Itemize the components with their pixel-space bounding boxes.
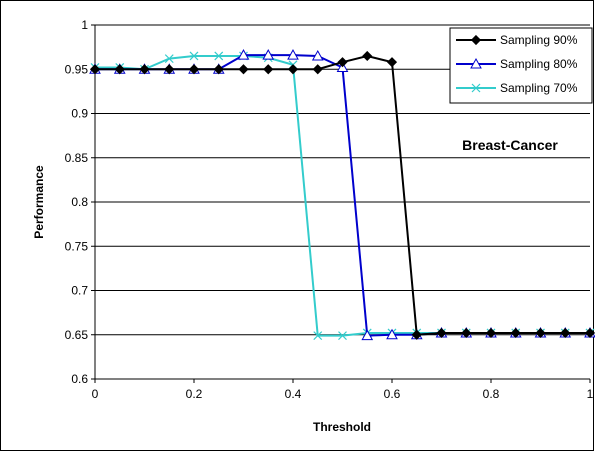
data-point [361, 329, 374, 341]
data-point [386, 328, 398, 340]
data-point [287, 64, 299, 75]
y-tick-label: 0.95 [65, 62, 89, 76]
x-tick-label: 0.6 [384, 387, 401, 401]
data-point [287, 49, 299, 60]
x-axis-title: Threshold [313, 420, 371, 434]
data-point [461, 327, 472, 339]
y-tick-label: 0.75 [65, 239, 89, 253]
data-point [470, 57, 482, 69]
data-point [485, 327, 497, 339]
data-point [362, 50, 373, 62]
x-tick-label: 0 [92, 387, 99, 401]
series-layer [89, 49, 595, 341]
y-tick-label: 1 [81, 18, 88, 32]
data-point [470, 34, 482, 46]
y-tick-label: 0.65 [65, 328, 89, 342]
tick-labels: 0.6 0.65 0.7 0.75 0.8 0.85 0.9 0.95 1 0 0.2 0.4 0.6 0… [65, 18, 594, 401]
legend-items: Sampling 90% Sampling 80% Sampling 70% [456, 33, 578, 95]
data-point [188, 64, 200, 75]
data-point [189, 51, 199, 61]
x-tick-label: 1 [587, 387, 594, 401]
data-point [411, 329, 422, 340]
x-tick-label: 0.2 [186, 387, 203, 401]
data-point [213, 64, 224, 75]
data-point [238, 64, 249, 75]
legend-label: Sampling 70% [500, 81, 578, 95]
data-point [214, 51, 224, 61]
x-tick-label: 0.8 [483, 387, 500, 401]
data-point [584, 327, 595, 339]
y-axis-title: Performance [32, 165, 46, 239]
data-point [89, 64, 101, 75]
data-point [164, 64, 175, 75]
data-point [237, 49, 250, 60]
series-1 [89, 50, 595, 340]
data-point [471, 83, 481, 93]
data-point [337, 57, 348, 68]
data-point [139, 64, 150, 75]
x-tick-label: 0.4 [285, 387, 302, 401]
axes [91, 24, 591, 383]
legend: Sampling 90% Sampling 80% Sampling 70% [449, 27, 593, 104]
data-point [263, 64, 274, 75]
data-point [114, 64, 125, 75]
legend-label: Sampling 80% [500, 57, 578, 71]
data-point [311, 49, 324, 61]
legend-item: Sampling 90% [456, 33, 578, 47]
y-tick-label: 0.8 [71, 195, 88, 209]
data-point [535, 327, 546, 339]
data-point [338, 331, 347, 341]
data-point [510, 327, 521, 339]
y-tick-label: 0.85 [65, 151, 89, 165]
legend-item: Sampling 70% [456, 81, 578, 95]
y-tick-label: 0.9 [71, 107, 88, 121]
data-point [313, 331, 323, 341]
chart-annotation: Breast-Cancer [462, 137, 558, 153]
legend-item: Sampling 80% [456, 57, 578, 71]
data-point [262, 49, 275, 60]
data-point [560, 327, 571, 339]
data-point [312, 64, 323, 75]
data-point [164, 54, 174, 64]
y-tick-label: 0.6 [71, 372, 88, 386]
data-point [436, 327, 447, 339]
legend-label: Sampling 90% [500, 33, 578, 47]
y-tick-label: 0.7 [71, 284, 88, 298]
data-point [386, 57, 398, 68]
